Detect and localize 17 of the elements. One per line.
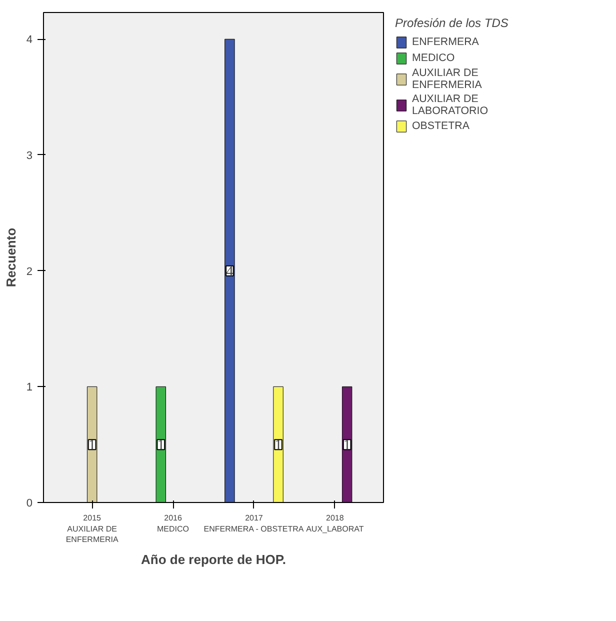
x-tick-label: 2016 MEDICO (157, 514, 190, 534)
legend-label: AUXILIAR DE LABORATORIO (412, 93, 488, 117)
legend-label: AUXILIAR DE ENFERMERIA (412, 67, 482, 91)
y-tick-label: 3 (26, 150, 33, 162)
x-tick-label: 2018 AUX_LABORAT (306, 514, 364, 534)
x-tick-label: 2017 ENFERMERA - OBSTETRA (204, 514, 304, 534)
legend-label: MEDICO (412, 52, 455, 64)
x-axis-title: Año de reporte de HOP. (141, 552, 286, 568)
legend-label: ENFERMERA (412, 36, 479, 48)
x-tick-label: 2015 AUXILIAR DE ENFERMERIA (66, 514, 119, 544)
y-tick-label: 0 (26, 498, 33, 510)
legend-label: OBSTETRA (412, 120, 470, 132)
y-tick-label: 4 (26, 34, 33, 46)
legend-title: Profesión de los TDS (395, 16, 508, 30)
y-tick-label: 2 (26, 266, 33, 278)
y-axis-title: Recuento (3, 228, 18, 288)
y-tick-label: 1 (26, 382, 33, 394)
